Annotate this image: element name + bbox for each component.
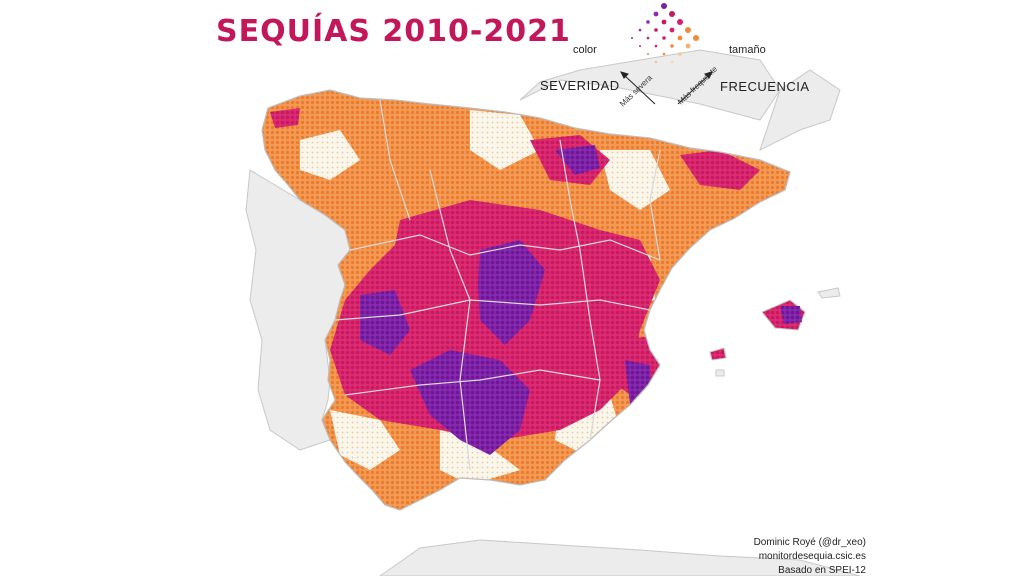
map-title: SEQUÍAS 2010-2021 — [216, 14, 571, 49]
balearic-islands — [709, 287, 841, 377]
legend-dot-matrix — [631, 3, 699, 71]
credits: Dominic Royé (@dr_xeo) monitordesequia.c… — [754, 536, 866, 578]
legend-color-label: color — [573, 44, 597, 56]
credit-source: monitordesequia.csic.es — [758, 551, 866, 562]
legend-severity-label: SEVERIDAD — [540, 78, 620, 93]
neighbor-land — [245, 49, 861, 576]
legend-size-label: tamaño — [729, 44, 766, 56]
legend-frequency-label: FRECUENCIA — [720, 79, 810, 94]
credit-basis: Basado en SPEI-12 — [778, 565, 866, 576]
legend-arrows — [620, 71, 713, 105]
region-borders — [261, 89, 791, 511]
credit-author: Dominic Royé (@dr_xeo) — [753, 537, 866, 548]
